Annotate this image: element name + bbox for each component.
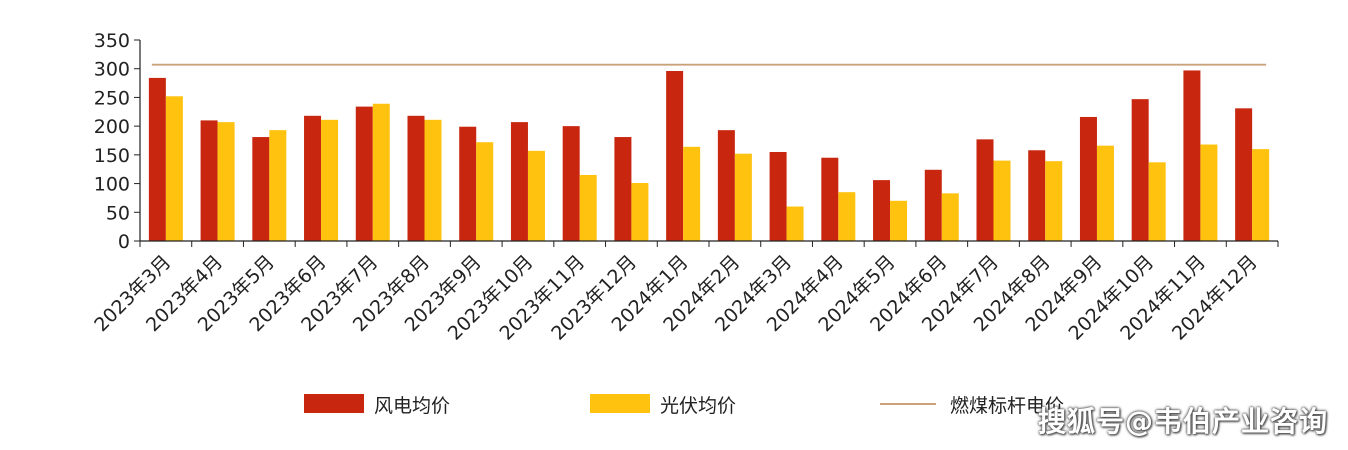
bar-wind (304, 115, 322, 241)
bar-wind (873, 180, 891, 241)
bar-solar (165, 96, 183, 241)
bar-solar (1045, 161, 1063, 241)
bar-wind (1183, 70, 1201, 242)
bar-wind (666, 71, 684, 241)
bar-wind (200, 120, 218, 241)
y-tick-label: 300 (94, 59, 130, 81)
bar-solar (1148, 162, 1166, 241)
y-tick-label: 50 (106, 202, 130, 224)
bar-solar (321, 119, 339, 241)
bar-solar (269, 130, 287, 241)
legend-swatch (304, 394, 364, 413)
bar-solar (631, 182, 649, 241)
bar-wind (510, 122, 528, 241)
bar-wind (562, 126, 580, 241)
bar-wind (769, 151, 787, 241)
bar-wind (1131, 99, 1149, 241)
bar-solar (786, 206, 804, 241)
bar-wind (252, 137, 270, 241)
bar-wind (407, 115, 425, 241)
bar-solar (527, 150, 545, 241)
bar-solar (1252, 149, 1270, 241)
bar-wind (148, 77, 166, 241)
legend-label: 风电均价 (374, 395, 450, 417)
legend-label: 光伏均价 (660, 395, 736, 417)
bar-wind (1028, 150, 1046, 241)
legend-label: 燃煤标杆电价 (950, 395, 1064, 417)
y-tick-label: 150 (94, 145, 130, 167)
watermark: 搜狐号@韦伯产业咨询 (1037, 405, 1328, 438)
bar-solar (217, 122, 235, 241)
bar-solar (1096, 145, 1114, 241)
y-tick-label: 350 (94, 30, 130, 52)
y-tick-label: 0 (118, 231, 130, 253)
legend-swatch (590, 394, 650, 413)
y-tick-label: 200 (94, 116, 130, 138)
y-axis: 0 50 100 150 200 250 300 350 (94, 30, 141, 253)
bars (148, 70, 1270, 242)
bar-wind (355, 106, 373, 241)
y-tick-label: 100 (94, 174, 130, 196)
bar-solar (1200, 144, 1218, 241)
x-axis: 2023年3月2023年4月2023年5月2023年6月2023年7月2023年… (90, 240, 1279, 345)
legend: 风电均价 光伏均价 燃煤标杆电价 (304, 394, 1064, 417)
bar-wind (1079, 116, 1097, 241)
bar-solar (941, 193, 959, 241)
bar-solar (734, 153, 752, 241)
bar-solar (838, 192, 856, 241)
bar-solar (993, 160, 1011, 241)
bar-solar (424, 119, 442, 241)
bar-wind (1235, 108, 1253, 241)
bar-wind (924, 169, 942, 241)
bar-wind (976, 139, 994, 241)
bar-solar (372, 103, 390, 241)
bar-wind (614, 137, 632, 241)
bar-solar (476, 142, 494, 241)
bar-wind (821, 157, 839, 241)
y-tick-label: 250 (94, 87, 130, 109)
bar-wind (459, 126, 477, 241)
bar-solar (890, 200, 908, 241)
bar-solar (683, 146, 701, 241)
bar-wind (717, 130, 735, 241)
bar-solar (579, 174, 597, 241)
